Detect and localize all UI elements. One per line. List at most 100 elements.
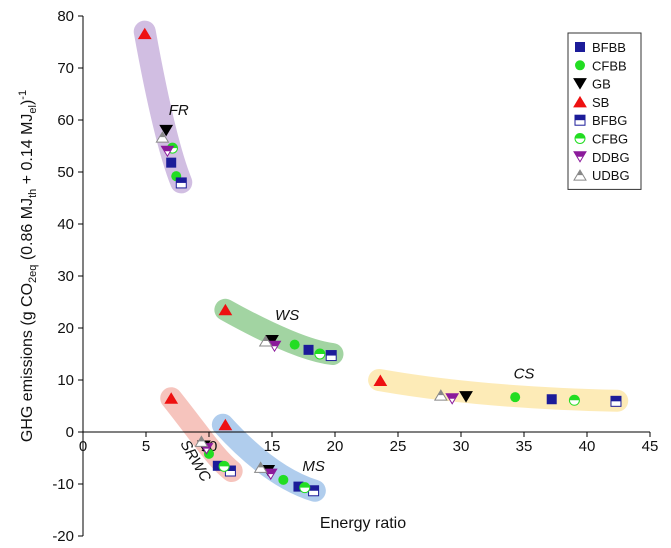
- data-point: [299, 482, 311, 494]
- data-point: [373, 374, 388, 387]
- x-tick-label: 15: [264, 438, 281, 455]
- marker-shape: [575, 133, 585, 139]
- x-tick-label: 40: [579, 438, 596, 455]
- y-axis-label-part: 2eq: [27, 265, 39, 283]
- x-axis-label: Energy ratio: [320, 515, 406, 532]
- data-point: [175, 177, 187, 189]
- data-point: [573, 78, 587, 90]
- data-point: [459, 391, 473, 403]
- marker-shape: [278, 474, 289, 485]
- legend-label: DDBG: [592, 150, 630, 165]
- x-tick-label: 35: [516, 438, 533, 455]
- legend-label: CFBG: [592, 132, 628, 147]
- marker-shape: [299, 482, 310, 488]
- y-tick-label: -10: [52, 476, 74, 493]
- marker-shape: [159, 124, 174, 137]
- legend-label: BFBG: [592, 113, 627, 128]
- data-point: [314, 348, 326, 360]
- marker-shape: [265, 334, 279, 347]
- data-point: [258, 335, 273, 347]
- data-point: [433, 389, 448, 401]
- y-tick-label: 70: [57, 60, 74, 77]
- data-point: [573, 169, 587, 181]
- group-label: MS: [302, 458, 325, 475]
- data-point: [445, 393, 460, 405]
- data-point: [325, 350, 337, 362]
- data-point: [212, 460, 223, 471]
- data-point: [263, 468, 278, 481]
- y-tick-label: 30: [57, 268, 74, 285]
- y-tick-label: 10: [57, 372, 74, 389]
- group-band: [133, 20, 193, 194]
- marker-shape: [546, 394, 557, 405]
- marker-shape: [164, 392, 179, 404]
- y-tick-label: 0: [66, 424, 74, 441]
- y-tick-label: 60: [57, 112, 74, 129]
- data-point: [574, 133, 586, 144]
- marker-shape: [289, 339, 300, 350]
- data-point: [575, 60, 585, 71]
- marker-shape: [575, 60, 585, 71]
- group-band: [368, 369, 629, 412]
- y-tick-label: 20: [57, 320, 74, 337]
- marker-shape: [159, 132, 165, 138]
- marker-shape: [225, 466, 236, 471]
- legend-box: [567, 32, 642, 190]
- x-tick-label: 5: [142, 438, 150, 455]
- marker-shape: [161, 146, 174, 152]
- group-label: WS: [275, 307, 299, 324]
- marker-shape: [258, 462, 264, 468]
- data-point: [218, 460, 230, 472]
- marker-shape: [569, 395, 580, 401]
- data-point: [573, 95, 587, 108]
- data-point: [166, 157, 177, 168]
- data-point: [289, 339, 300, 350]
- marker-shape: [574, 151, 586, 157]
- y-tick-label: 50: [57, 164, 74, 181]
- data-point: [303, 344, 314, 355]
- marker-shape: [212, 460, 223, 471]
- marker-shape: [446, 393, 459, 399]
- data-point: [218, 303, 233, 316]
- marker-shape: [218, 418, 233, 431]
- marker-shape: [573, 95, 587, 108]
- marker-shape: [176, 177, 187, 183]
- marker-shape: [303, 344, 314, 355]
- data-point: [575, 42, 585, 52]
- legend-label: SB: [592, 95, 609, 110]
- marker-shape: [510, 392, 521, 403]
- data-point: [253, 461, 268, 473]
- y-axis-label-part: GHG emissions (g CO: [19, 283, 36, 442]
- data-point: [218, 418, 233, 431]
- y-axis-label-part: -1: [17, 90, 29, 100]
- x-tick-label: 25: [390, 438, 407, 455]
- marker-shape: [218, 303, 233, 316]
- legend-label: UDBG: [592, 168, 630, 183]
- data-point: [159, 124, 174, 137]
- data-point: [137, 27, 152, 40]
- marker-shape: [573, 78, 587, 90]
- legend-label: BFBB: [592, 40, 626, 55]
- marker-shape: [198, 436, 204, 442]
- data-point: [160, 145, 175, 158]
- marker-shape: [219, 461, 230, 467]
- data-point: [574, 114, 586, 126]
- legend-label: GB: [592, 77, 611, 92]
- marker-shape: [326, 350, 337, 356]
- data-point: [293, 481, 304, 492]
- y-tick-label: -20: [52, 528, 74, 543]
- data-point: [568, 394, 580, 406]
- marker-shape: [308, 485, 319, 491]
- data-point: [510, 392, 521, 403]
- marker-shape: [373, 374, 388, 387]
- y-axis-label: GHG emissions (g CO2eq (0.86 MJth + 0.14…: [17, 90, 39, 442]
- marker-shape: [166, 157, 177, 168]
- y-axis-label-part: (0.86 MJ: [19, 198, 36, 265]
- marker-shape: [610, 396, 621, 402]
- x-tick-label: 45: [642, 438, 659, 455]
- x-tick-label: 0: [79, 438, 87, 455]
- marker-shape: [575, 42, 585, 52]
- y-axis-label-part: ): [19, 100, 36, 105]
- data-point: [265, 334, 279, 347]
